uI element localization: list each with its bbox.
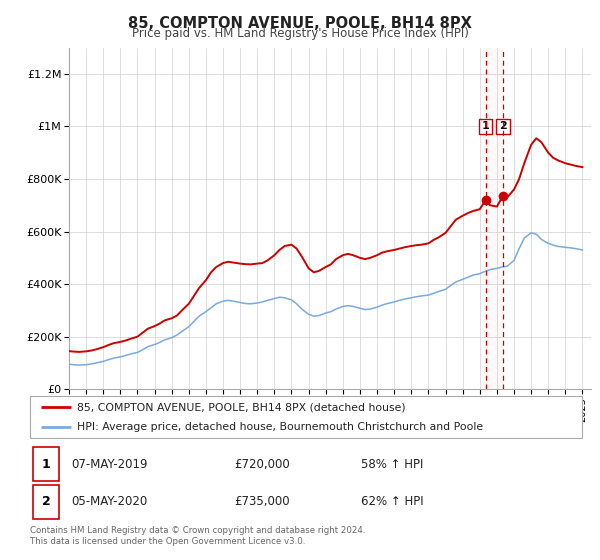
Text: 62% ↑ HPI: 62% ↑ HPI (361, 495, 424, 508)
Bar (33, 484, 59, 519)
Text: 07-MAY-2019: 07-MAY-2019 (71, 458, 148, 471)
Text: £720,000: £720,000 (234, 458, 290, 471)
Text: 05-MAY-2020: 05-MAY-2020 (71, 495, 148, 508)
Bar (33, 447, 59, 482)
Text: £735,000: £735,000 (234, 495, 290, 508)
Text: 85, COMPTON AVENUE, POOLE, BH14 8PX (detached house): 85, COMPTON AVENUE, POOLE, BH14 8PX (det… (77, 402, 406, 412)
Text: 2: 2 (41, 495, 50, 508)
Text: 58% ↑ HPI: 58% ↑ HPI (361, 458, 424, 471)
Text: HPI: Average price, detached house, Bournemouth Christchurch and Poole: HPI: Average price, detached house, Bour… (77, 422, 483, 432)
Text: Price paid vs. HM Land Registry's House Price Index (HPI): Price paid vs. HM Land Registry's House … (131, 27, 469, 40)
Text: 1: 1 (41, 458, 50, 471)
Text: 1: 1 (482, 122, 490, 132)
Text: Contains HM Land Registry data © Crown copyright and database right 2024.
This d: Contains HM Land Registry data © Crown c… (30, 526, 365, 546)
Text: 2: 2 (499, 122, 507, 132)
Text: 85, COMPTON AVENUE, POOLE, BH14 8PX: 85, COMPTON AVENUE, POOLE, BH14 8PX (128, 16, 472, 31)
Bar (486, 48, 503, 389)
